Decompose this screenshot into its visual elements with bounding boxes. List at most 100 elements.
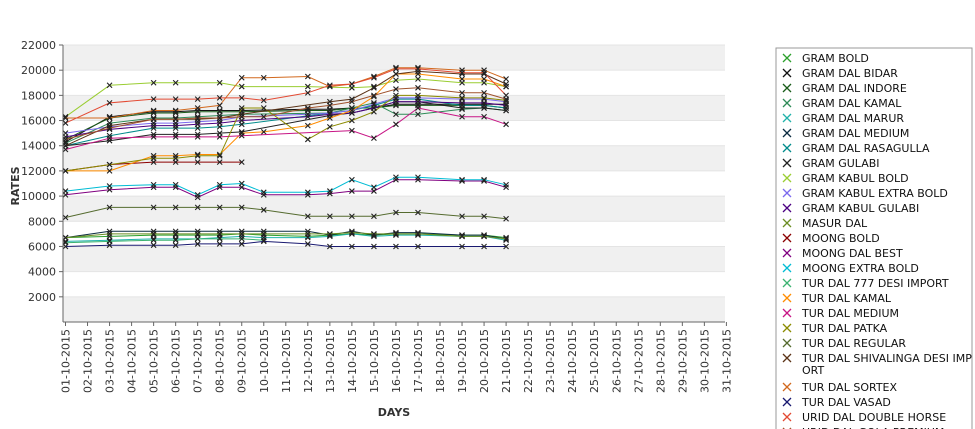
data-point: [415, 84, 421, 91]
legend-item: GRAM KABUL EXTRA BOLD: [782, 187, 948, 200]
data-point: [481, 233, 487, 240]
legend-label: GRAM GULABI: [802, 157, 880, 170]
data-point: [238, 132, 245, 139]
data-point: [326, 115, 333, 121]
data-point: [172, 242, 179, 249]
legend-item: GRAM DAL MARUR: [782, 112, 904, 125]
data-point: [481, 213, 487, 220]
legend-marker: [782, 293, 792, 303]
legend-item: GRAM DAL KAMAL: [782, 97, 902, 110]
x-tick-label: 01-10-2015: [60, 329, 73, 393]
x-tick-label: 23-10-2015: [544, 329, 557, 393]
data-point: [238, 105, 245, 111]
y-tick-label: 6000: [28, 240, 56, 253]
data-point: [371, 184, 377, 191]
axes: [62, 45, 725, 323]
series-line: [65, 101, 507, 138]
data-point: [349, 117, 355, 124]
data-point: [172, 134, 179, 140]
legend-box: [775, 47, 973, 429]
data-point: [304, 136, 311, 143]
legend-marker: [782, 412, 792, 422]
legend-item: GRAM DAL RASAGULLA: [782, 142, 930, 155]
legend: GRAM BOLD GRAM DAL BIDAR GRAM DAL INDORE GR…: [775, 47, 973, 429]
data-point: [150, 125, 157, 131]
data-point: [106, 115, 113, 121]
legend-marker: [782, 113, 792, 123]
legend-item: TUR DAL KAMAL: [782, 292, 892, 305]
x-tick-label: 25-10-2015: [588, 329, 601, 393]
data-point: [238, 159, 245, 165]
legend-label: TUR DAL SORTEX: [801, 381, 897, 394]
data-point: [371, 108, 377, 115]
data-point: [304, 113, 311, 120]
data-point: [371, 230, 377, 237]
data-point: [304, 105, 311, 111]
data-point: [172, 237, 179, 244]
legend-marker: [782, 188, 792, 198]
y-tick-label: 10000: [21, 190, 56, 203]
series: [62, 204, 509, 222]
data-point: [304, 73, 311, 80]
data-point: [106, 132, 113, 139]
x-tick-label: 16-10-2015: [390, 329, 403, 393]
data-point: [172, 181, 179, 188]
legend-label: URID DAL DOUBLE HORSE: [802, 411, 946, 424]
data-point: [150, 79, 157, 86]
data-point: [481, 102, 487, 109]
data-point: [260, 105, 267, 111]
data-point: [503, 96, 509, 103]
data-point: [304, 191, 311, 198]
legend-label: GRAM KABUL BOLD: [802, 172, 909, 185]
x-tick-label: 26-10-2015: [610, 329, 623, 393]
legend-label: TUR DAL 777 DESI IMPORT: [801, 277, 949, 290]
data-point: [106, 183, 113, 189]
y-tick-label: 2000: [28, 291, 56, 304]
data-point: [172, 96, 179, 103]
data-point: [260, 230, 267, 237]
data-point: [371, 213, 377, 220]
x-tick-label: 06-10-2015: [170, 329, 183, 393]
data-point: [415, 176, 421, 183]
data-point: [393, 230, 399, 237]
data-point: [393, 92, 399, 99]
y-tick-label: 22000: [21, 39, 56, 52]
legend-label: TUR DAL SHIVALINGA DESI IMP ORT: [801, 352, 972, 377]
data-point: [459, 94, 465, 101]
legend-marker: [782, 263, 792, 273]
x-tick-labels: 01-10-2015 02-10-2015 03-10-2015 04-10-2015…: [60, 322, 733, 393]
data-point: [150, 96, 157, 103]
data-point: [415, 105, 421, 111]
data-point: [172, 110, 179, 116]
data-point: [415, 243, 421, 250]
data-point: [194, 115, 201, 121]
data-point: [106, 228, 113, 235]
data-point: [150, 181, 157, 188]
data-point: [62, 168, 69, 174]
legend-marker: [782, 83, 792, 93]
data-point: [106, 122, 113, 129]
y-tick-label: 8000: [28, 215, 56, 228]
legend-label: GRAM DAL INDORE: [802, 82, 907, 95]
y-tick-label: 14000: [21, 140, 56, 153]
data-point: [150, 134, 157, 140]
legend-label: GRAM DAL MEDIUM: [802, 127, 909, 140]
data-point: [150, 237, 157, 244]
legend-item: GRAM DAL BIDAR: [782, 67, 898, 80]
data-point: [62, 188, 69, 194]
legend-marker: [782, 338, 792, 348]
data-point: [216, 181, 223, 188]
data-point: [150, 204, 157, 211]
data-point: [326, 188, 333, 194]
data-point: [106, 82, 113, 89]
legend-marker: [782, 98, 792, 108]
data-point: [260, 74, 267, 81]
x-tick-label: 21-10-2015: [500, 329, 513, 393]
y-tick-label: 4000: [28, 266, 56, 279]
legend-item: URID DAL GOLA PREMIUM: [782, 426, 944, 429]
data-point: [349, 243, 355, 250]
data-point: [150, 152, 157, 159]
data-point: [481, 69, 487, 76]
legend-marker: [782, 308, 792, 318]
data-point: [415, 98, 421, 105]
